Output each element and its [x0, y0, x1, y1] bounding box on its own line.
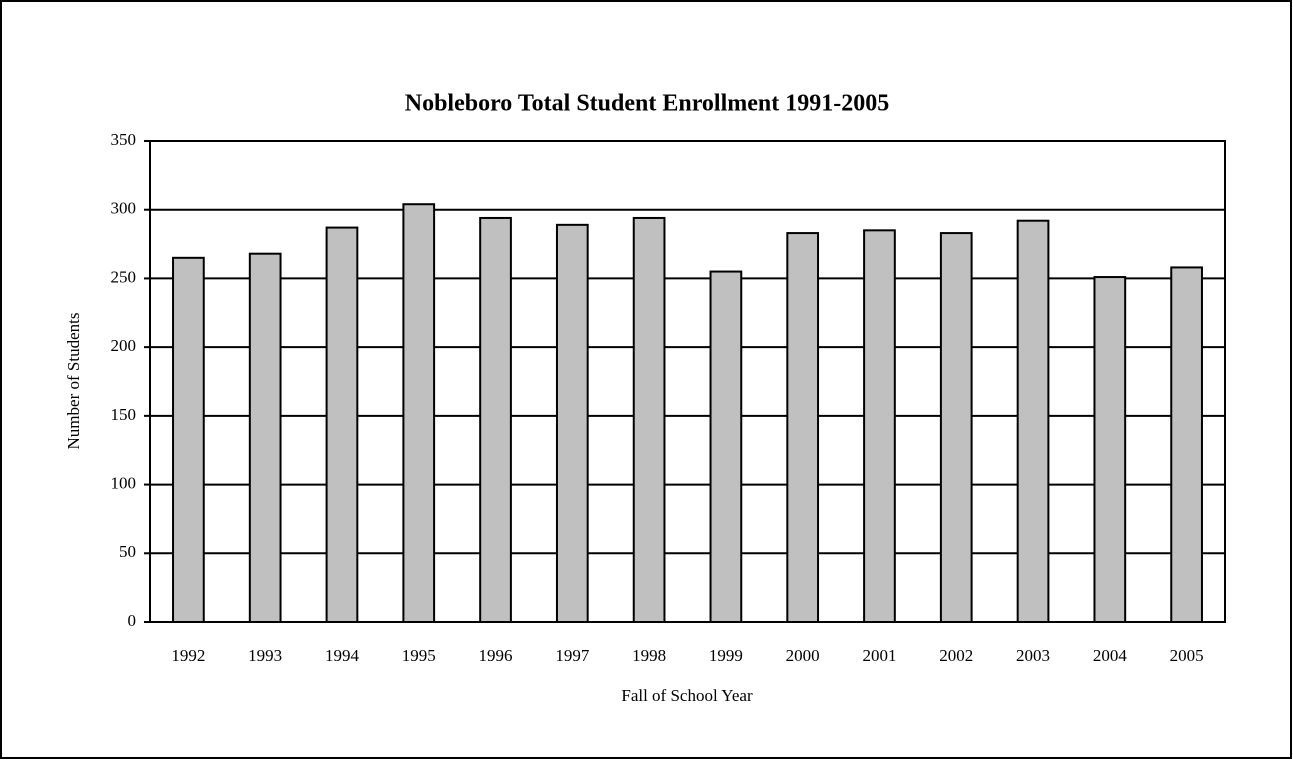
- bar: [479, 216, 512, 624]
- y-tick-label: 150: [111, 405, 137, 424]
- bar: [402, 203, 436, 624]
- x-tick-label: 2003: [1016, 646, 1050, 665]
- x-tick-label: 1992: [171, 646, 205, 665]
- y-tick-label: 100: [111, 473, 137, 492]
- x-tick-label: 1996: [479, 646, 513, 665]
- x-axis-title: Fall of School Year: [621, 686, 753, 705]
- y-tick-label: 250: [111, 267, 137, 286]
- y-tick-label: 300: [111, 199, 137, 218]
- x-tick-label: 2002: [939, 646, 973, 665]
- x-tick-label: 1994: [325, 646, 360, 665]
- x-tick-label: 1993: [248, 646, 282, 665]
- x-tick-label: 1998: [632, 646, 666, 665]
- bar: [1170, 266, 1203, 623]
- x-tick-label: 2001: [862, 646, 896, 665]
- bar: [172, 256, 205, 623]
- plot-area: [149, 140, 1226, 623]
- y-axis-title: Number of Students: [64, 313, 83, 450]
- chart-title: Nobleboro Total Student Enrollment 1991-…: [405, 91, 890, 117]
- x-tick-label: 2005: [1170, 646, 1204, 665]
- y-tick-label: 50: [119, 542, 136, 561]
- x-tick-label: 1997: [555, 646, 590, 665]
- bar: [555, 223, 589, 623]
- bar: [786, 232, 820, 623]
- bar: [248, 252, 282, 623]
- bar: [939, 232, 973, 623]
- bar: [632, 216, 666, 624]
- y-tick-label: 200: [111, 336, 137, 355]
- y-tick-label: 0: [128, 611, 137, 630]
- bar: [863, 229, 896, 623]
- bar: [1093, 276, 1127, 623]
- bar: [709, 270, 743, 623]
- y-tick-label: 350: [111, 130, 137, 149]
- x-tick-label: 1995: [402, 646, 436, 665]
- bar: [325, 226, 359, 624]
- bar: [1016, 219, 1050, 624]
- x-tick-label: 2000: [786, 646, 820, 665]
- x-tick-label: 1999: [709, 646, 743, 665]
- x-tick-label: 2004: [1093, 646, 1128, 665]
